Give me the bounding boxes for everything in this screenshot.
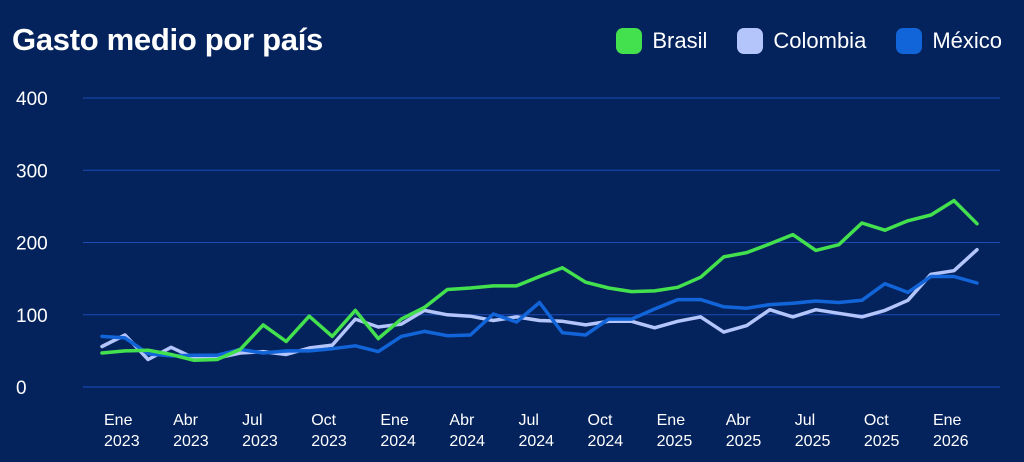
x-tick-label: Ene — [380, 412, 409, 429]
x-tick-label: Ene — [657, 412, 686, 429]
legend-item-brasil[interactable]: Brasil — [616, 28, 707, 54]
legend-swatch-brasil — [616, 28, 643, 54]
x-tick-label: 2024 — [588, 433, 624, 450]
legend-swatch-colombia — [737, 28, 764, 54]
x-tick-label: Abr — [449, 412, 475, 429]
series-line-colombia[interactable] — [100, 247, 979, 362]
grid-lines — [83, 97, 1000, 388]
x-tick-label: Ene — [933, 412, 962, 429]
x-tick-label: 2025 — [864, 433, 900, 450]
x-tick-label: Jul — [518, 412, 538, 429]
x-tick-label: Oct — [311, 412, 336, 429]
y-tick-label: 300 — [16, 161, 48, 182]
x-tick-label: 2023 — [104, 433, 140, 450]
x-tick-label: 2023 — [173, 433, 209, 450]
x-tick-label: Jul — [795, 412, 815, 429]
legend-label-brasil: Brasil — [652, 28, 708, 53]
x-tick-label: 2023 — [242, 433, 278, 450]
x-axis-ticks: Ene 2023 Abr 2023 Jul 2023 Oct 2023 Ene 2024 Abr 20… — [104, 412, 969, 450]
series-line-brasil[interactable] — [100, 198, 979, 363]
legend-label-mexico: México — [932, 28, 1002, 53]
x-tick-label: 2024 — [380, 433, 416, 450]
x-tick-label: Oct — [588, 412, 613, 429]
x-tick-label: 2024 — [449, 433, 485, 450]
y-tick-label: 200 — [16, 234, 48, 255]
x-tick-label: Jul — [242, 412, 262, 429]
legend: Brasil Colombia México — [616, 28, 1002, 54]
y-tick-label: 100 — [16, 306, 48, 327]
series-lines — [100, 198, 979, 363]
legend-label-colombia: Colombia — [773, 28, 867, 53]
x-tick-label: Abr — [726, 412, 752, 429]
y-tick-label: 0 — [16, 378, 27, 399]
y-axis-ticks: 0 100 200 300 400 — [16, 89, 48, 399]
x-tick-label: 2025 — [657, 433, 693, 450]
x-tick-label: Ene — [104, 412, 133, 429]
x-tick-label: 2023 — [311, 433, 347, 450]
x-tick-label: 2024 — [518, 433, 554, 450]
chart-title: Gasto medio por país — [12, 22, 323, 57]
x-tick-label: Abr — [173, 412, 199, 429]
x-tick-label: 2026 — [933, 433, 969, 450]
legend-item-colombia[interactable]: Colombia — [737, 28, 866, 54]
series-line-mexico[interactable] — [100, 274, 979, 358]
x-tick-label: 2025 — [726, 433, 762, 450]
x-tick-label: Oct — [864, 412, 889, 429]
legend-item-mexico[interactable]: México — [896, 28, 1002, 54]
legend-swatch-mexico — [896, 28, 923, 54]
y-tick-label: 400 — [16, 89, 48, 110]
x-tick-label: 2025 — [795, 433, 831, 450]
